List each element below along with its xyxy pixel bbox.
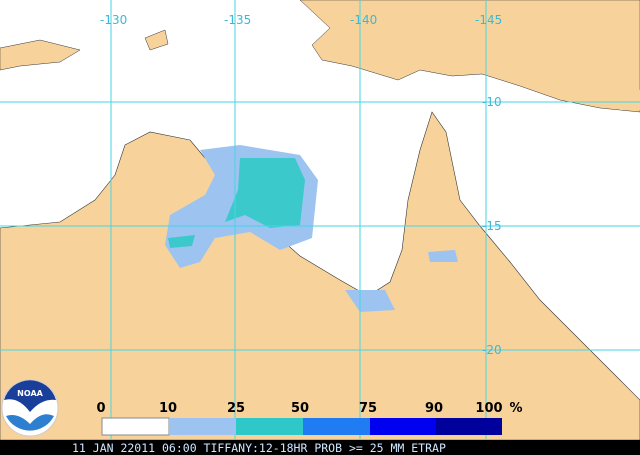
legend-unit: %	[509, 401, 522, 416]
legend-swatch	[303, 418, 370, 435]
prob-25-50	[225, 158, 305, 228]
legend-label: 90	[425, 401, 443, 416]
legend-label: 50	[291, 401, 309, 416]
legend-swatch	[370, 418, 436, 435]
legend-label: 25	[227, 401, 245, 416]
lon-label: -145	[475, 13, 502, 27]
prob-10-25	[428, 250, 458, 262]
footer-bar	[0, 440, 640, 455]
logo-bottom	[6, 414, 54, 431]
lon-label: -140	[350, 13, 377, 27]
lat-label: -15	[482, 219, 502, 233]
legend-label: 0	[96, 401, 105, 416]
footer-text: 11 JAN 22011 06:00 TIFFANY:12-18HR PROB …	[72, 441, 446, 455]
land-island	[0, 39, 81, 71]
prob-25-50	[168, 235, 195, 248]
land-island	[144, 29, 169, 51]
lon-label: -130	[100, 13, 127, 27]
logo-top	[4, 380, 56, 412]
land-new-guinea	[299, 0, 640, 113]
legend-label: 100	[475, 401, 502, 416]
lon-label: -135	[224, 13, 251, 27]
legend-label: 10	[159, 401, 177, 416]
legend-swatch	[436, 418, 502, 435]
lat-label: -20	[482, 343, 502, 357]
legend-swatch	[169, 418, 236, 435]
legend-label: 75	[359, 401, 377, 416]
lat-label: -10	[482, 95, 502, 109]
legend-swatch	[101, 417, 170, 436]
logo-text: NOAA	[17, 389, 43, 398]
legend-swatch	[236, 418, 303, 435]
land-island	[610, 85, 640, 110]
prob-10-25	[345, 290, 395, 312]
